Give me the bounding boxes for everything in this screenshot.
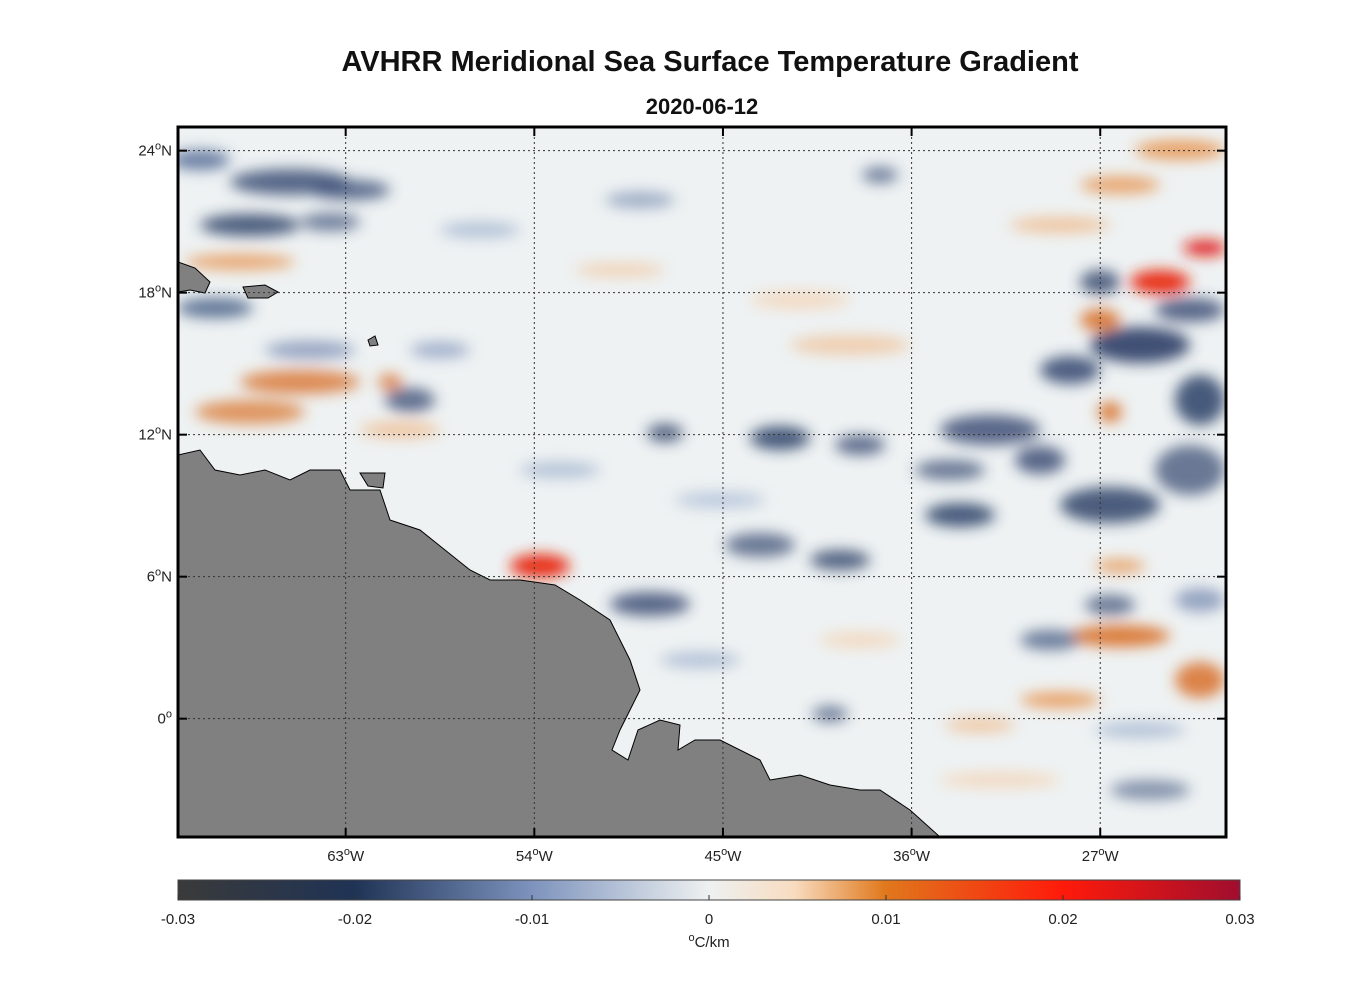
colorbar-tick-label: -0.02 — [338, 911, 372, 928]
lon-tick-label: 63oW — [327, 846, 365, 865]
lat-tick-label: 24oN — [138, 141, 172, 160]
land-mask — [178, 261, 941, 837]
lat-tick-label: 6oN — [147, 567, 172, 586]
lon-tick-label: 54oW — [516, 846, 554, 865]
lon-tick-label: 45oW — [704, 846, 742, 865]
colorbar-unit: oC/km — [688, 932, 729, 951]
colorbar-ticks: -0.03 -0.02 -0.01 0 0.01 0.02 0.03 — [161, 895, 1255, 928]
lat-tick-label: 0o — [158, 709, 172, 728]
lon-tick-label: 36oW — [893, 846, 931, 865]
colorbar-tick-label: 0 — [705, 911, 713, 928]
map-title: AVHRR Meridional Sea Surface Temperature… — [341, 46, 1079, 78]
trinidad-island — [359, 472, 386, 489]
colorbar-tick-label: -0.01 — [515, 911, 549, 928]
south-america-land — [178, 449, 941, 837]
colorbar-unit-text: C/km — [695, 934, 730, 951]
small-island — [367, 335, 379, 347]
latitude-axis: 24oN 18oN 12oN 6oN 0o — [138, 141, 1226, 728]
lat-tick-label: 18oN — [138, 283, 172, 302]
map-grid — [178, 127, 1226, 837]
colorbar-unit-degree: o — [688, 932, 694, 944]
lon-tick-label: 27oW — [1082, 846, 1120, 865]
lat-tick-label: 12oN — [138, 425, 172, 444]
colorbar-tick-label: 0.02 — [1048, 911, 1077, 928]
map-subtitle: 2020-06-12 — [645, 94, 759, 119]
colorbar-tick-label: -0.03 — [161, 911, 195, 928]
longitude-axis: 63oW 54oW 45oW 36oW 27oW — [327, 127, 1120, 865]
colorbar-tick-label: 0.01 — [871, 911, 900, 928]
colorbar-tick-label: 0.03 — [1225, 911, 1254, 928]
leeward-island — [242, 284, 280, 299]
sst-gradient-field — [178, 140, 1226, 800]
map-frame — [176, 125, 1228, 839]
